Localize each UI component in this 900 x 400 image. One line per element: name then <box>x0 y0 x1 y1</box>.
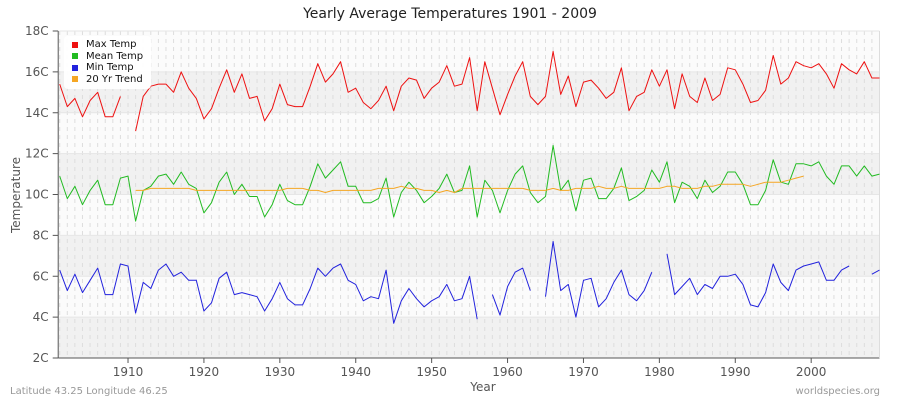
y-tick-label: 2C <box>33 351 49 365</box>
y-tick-label: 16C <box>25 65 49 79</box>
legend: Max Temp Mean Temp Min Temp 20 Yr Trend <box>64 36 152 89</box>
footer-coordinates: Latitude 43.25 Longitude 46.25 <box>10 386 168 397</box>
x-tick-label: 1990 <box>720 365 751 379</box>
legend-item-20-yr-trend: 20 Yr Trend <box>72 74 143 86</box>
y-axis-title: Temperature <box>9 157 23 234</box>
20-yr-trend-line <box>135 175 804 193</box>
x-tick-label: 1980 <box>644 365 675 379</box>
x-tick-label: 1970 <box>568 365 599 379</box>
x-tick-label: 1910 <box>113 365 144 379</box>
y-tick-label: 6C <box>33 269 49 283</box>
x-tick-label: 1940 <box>340 365 371 379</box>
x-axis-title: Year <box>469 380 495 394</box>
min-temp-swatch-icon <box>72 64 78 71</box>
trend-swatch-icon <box>72 76 78 83</box>
axes: 2C 4C 6C 8C 10C 12C 14C 16C 18C 1910 1920 1930 1940 1… <box>25 24 880 379</box>
y-tick-label: 4C <box>33 310 49 324</box>
x-tick-label: 1960 <box>492 365 523 379</box>
mean-temp-swatch-icon <box>72 53 78 60</box>
legend-item-max-temp: Max Temp <box>72 39 143 51</box>
max-temp-line <box>59 50 880 132</box>
y-tick-label: 14C <box>25 106 49 120</box>
legend-label: 20 Yr Trend <box>86 73 143 85</box>
x-tick-label: 1920 <box>189 365 220 379</box>
legend-label: Mean Temp <box>86 50 144 62</box>
chart-title: Yearly Average Temperatures 1901 - 2009 <box>303 6 597 22</box>
y-tick-label: 8C <box>33 228 49 242</box>
legend-item-min-temp: Min Temp <box>72 62 143 74</box>
x-tick-label: 1930 <box>265 365 296 379</box>
data-lines <box>59 50 880 324</box>
legend-item-mean-temp: Mean Temp <box>72 51 143 63</box>
grid-lines <box>59 30 880 359</box>
x-tick-label: 2000 <box>796 365 827 379</box>
y-tick-label: 12C <box>25 147 49 161</box>
y-tick-label: 18C <box>25 24 49 38</box>
max-temp-swatch-icon <box>72 41 78 48</box>
x-tick-label: 1950 <box>416 365 447 379</box>
footer-source: worldspecies.org <box>795 386 880 397</box>
y-tick-label: 10C <box>25 188 49 202</box>
min-temp-line <box>59 241 880 324</box>
legend-label: Max Temp <box>86 39 137 51</box>
legend-label: Min Temp <box>86 62 134 74</box>
